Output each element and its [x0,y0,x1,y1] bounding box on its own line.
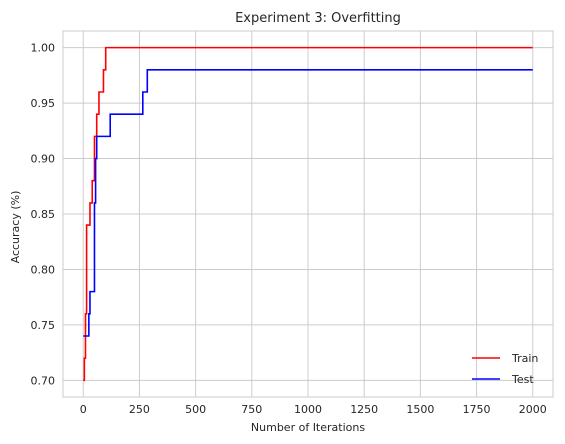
y-ticks: 0.70 0.75 0.80 0.85 0.90 0.95 1.00 [31,42,56,388]
y-tick-label: 0.95 [31,97,56,110]
grid [63,31,553,397]
plot-frame [62,30,554,398]
legend-label-train: Train [511,352,538,365]
x-axis-label: Number of Iterations [251,421,365,434]
y-tick-label: 0.75 [31,319,56,332]
x-tick-label: 2000 [519,403,547,416]
legend: Train Test [472,352,538,386]
x-tick-label: 750 [241,403,262,416]
y-tick-label: 0.85 [31,208,56,221]
chart-title: Experiment 3: Overfitting [235,11,401,26]
y-axis-label: Accuracy (%) [9,191,22,264]
x-tick-label: 0 [80,403,87,416]
y-tick-label: 1.00 [31,42,56,55]
series-group [83,46,533,382]
legend-label-test: Test [511,373,534,386]
y-tick-label: 0.80 [31,263,56,276]
y-tick-label: 0.70 [31,374,56,387]
x-tick-label: 500 [185,403,206,416]
y-tick-label: 0.90 [31,153,56,166]
series-line-test [83,69,533,337]
series-line-train [83,46,533,382]
x-tick-label: 1500 [406,403,434,416]
x-tick-label: 250 [129,403,150,416]
x-ticks: 0 250 500 750 1000 1250 1500 1750 2000 [80,403,547,416]
x-tick-label: 1250 [350,403,378,416]
x-tick-label: 1750 [463,403,491,416]
x-tick-label: 1000 [294,403,322,416]
